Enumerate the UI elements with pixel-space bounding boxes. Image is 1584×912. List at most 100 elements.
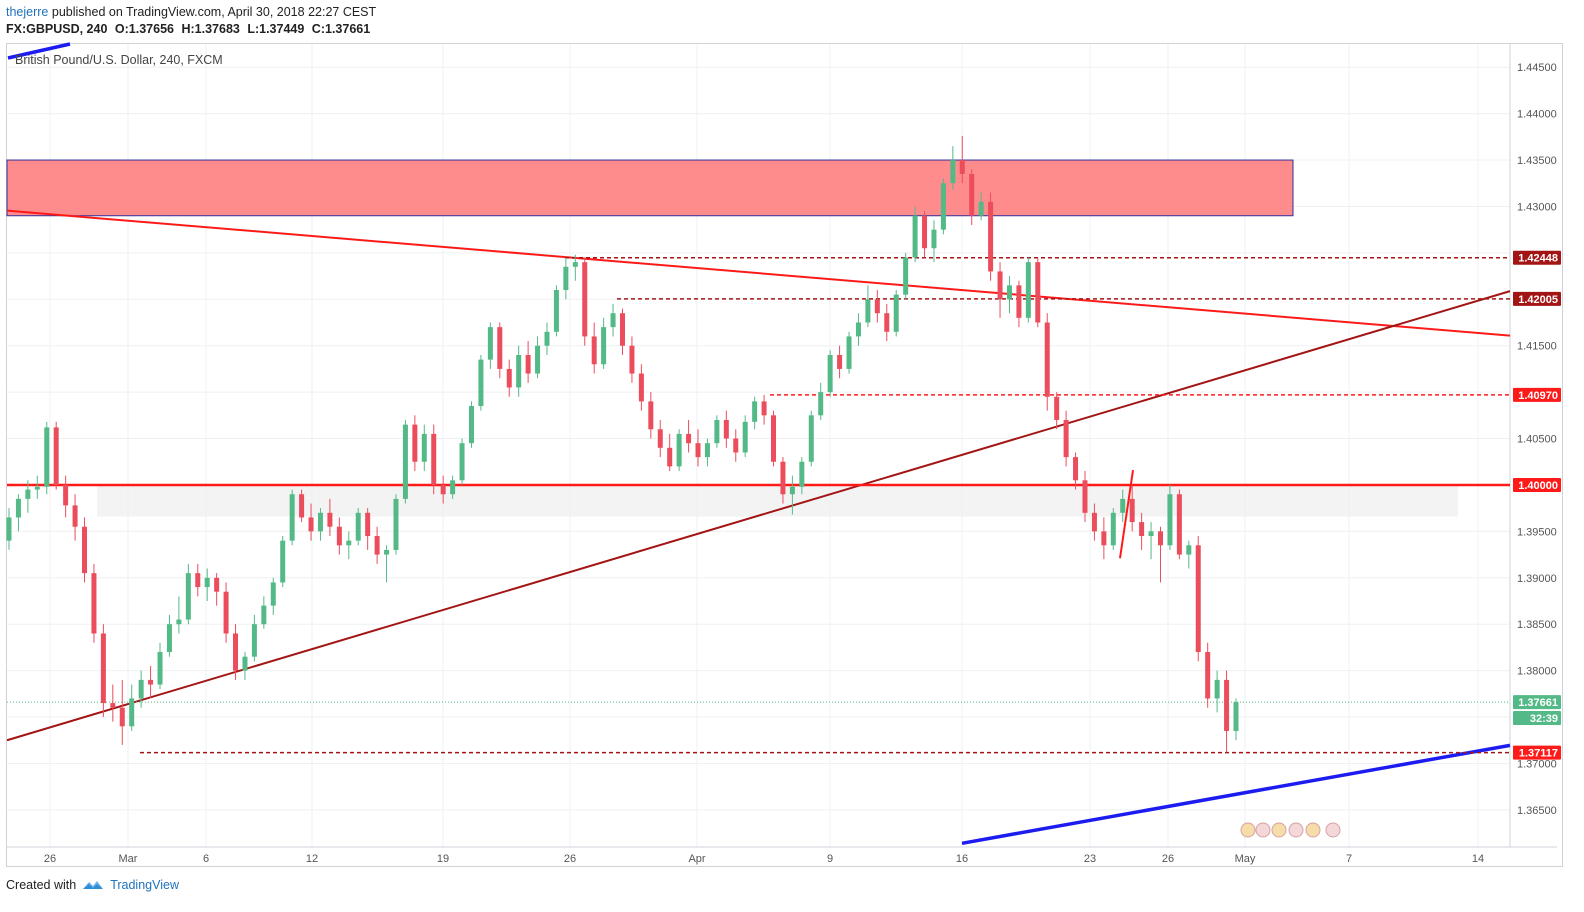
close-value: C:1.37661 [311,22,371,36]
candle-body [166,624,172,653]
candle-body [591,336,597,365]
candle-body [1016,285,1022,318]
y-tick-label: 1.40500 [1517,434,1557,446]
candle-body [648,401,654,430]
price-label: 1.37117 [1519,748,1558,760]
candle-body [119,707,125,727]
price-label: 1.37661 [1518,697,1558,709]
candle-body [365,512,371,537]
descending-trendline [6,209,1511,337]
candle-body [412,424,418,462]
x-tick-label: Apr [688,853,705,865]
candle-body [374,536,380,555]
economic-event-icon [1288,822,1304,838]
candle-body [468,406,474,444]
candle-body [865,299,871,323]
y-tick-label: 1.38500 [1517,619,1557,631]
candle-body [195,573,201,588]
candle-body [1139,522,1145,537]
candle-body [676,433,682,467]
blue-line-top [7,42,71,60]
candle-body [261,605,267,625]
candle-body [176,619,182,625]
y-tick-label: 1.38000 [1517,666,1557,678]
candle-body [100,633,106,704]
price-label-box [1513,745,1561,760]
candle-body [384,549,390,555]
candle-body [280,540,286,583]
candle-body [6,517,12,541]
candle-body [893,294,899,332]
tradingview-logo-icon [83,881,104,889]
candle-body [15,498,21,518]
ticker-line: FX:GBPUSD, 240 O:1.37656 H:1.37683 L:1.3… [6,22,374,36]
candle-body [25,489,31,499]
price-label-box [1513,387,1561,402]
y-tick-label: 1.43000 [1517,201,1557,213]
y-tick-label: 1.44500 [1517,62,1557,74]
candle-body [837,354,843,369]
candle-body [686,433,692,444]
candle-body [1082,480,1088,513]
tradingview-link[interactable]: TradingView [110,878,179,892]
price-label-box [1513,477,1561,492]
y-tick-label: 1.39500 [1517,526,1557,538]
candle-body [63,484,69,506]
candle-body [535,345,541,374]
candle-body [34,486,40,490]
candle-body [789,486,795,495]
candle-body [572,262,578,267]
y-tick-label: 1.39000 [1517,573,1557,585]
candle-body [959,160,965,174]
candle-body [506,368,512,388]
candle-body [563,266,569,291]
low-value: L:1.37449 [247,22,305,36]
x-tick-label: 16 [956,853,968,865]
candle-body [912,215,918,258]
candle-body [516,354,522,388]
x-tick-label: Mar [119,853,138,865]
candle-body [1129,498,1135,523]
candle-body [1176,494,1182,555]
candle-body [1120,498,1126,513]
candle-body [1157,531,1163,546]
candle-body [242,656,248,671]
candle-body [874,299,880,314]
price-label-box [1513,695,1561,710]
economic-event-icon [1255,822,1271,838]
candle-body [1110,512,1116,546]
candle-body [827,354,833,393]
candle-body [940,183,946,230]
candle-body [846,336,852,369]
created-with-text: Created with [6,878,77,892]
x-tick-label: 19 [437,853,449,865]
candle-body [148,679,154,685]
price-label: 32:39 [1530,713,1558,725]
candle-body [421,433,427,462]
candle-body [431,433,437,485]
candle-body [478,359,484,407]
candle-body [978,201,984,216]
candle-body [1091,512,1097,532]
candle-body [327,512,333,527]
candle-body [91,573,97,634]
candle-body [346,540,352,546]
author-link[interactable]: thejerre [6,5,49,19]
candle-body [1167,494,1173,546]
candle-body [450,480,456,495]
x-tick-label: 7 [1346,853,1352,865]
candle-body [233,633,239,671]
candle-body [251,624,257,657]
candle-body [780,461,786,495]
candle-body [997,271,1003,300]
candle-body [1006,285,1012,300]
chart-frame[interactable] [6,43,1563,867]
candle-body [733,438,739,453]
y-tick-label: 1.36500 [1517,805,1557,817]
candle-body [440,484,446,495]
x-tick-label: 9 [827,853,833,865]
candle-body [459,443,465,481]
candle-body [950,160,956,184]
symbol-label: FX:GBPUSD, 240 [6,22,108,36]
